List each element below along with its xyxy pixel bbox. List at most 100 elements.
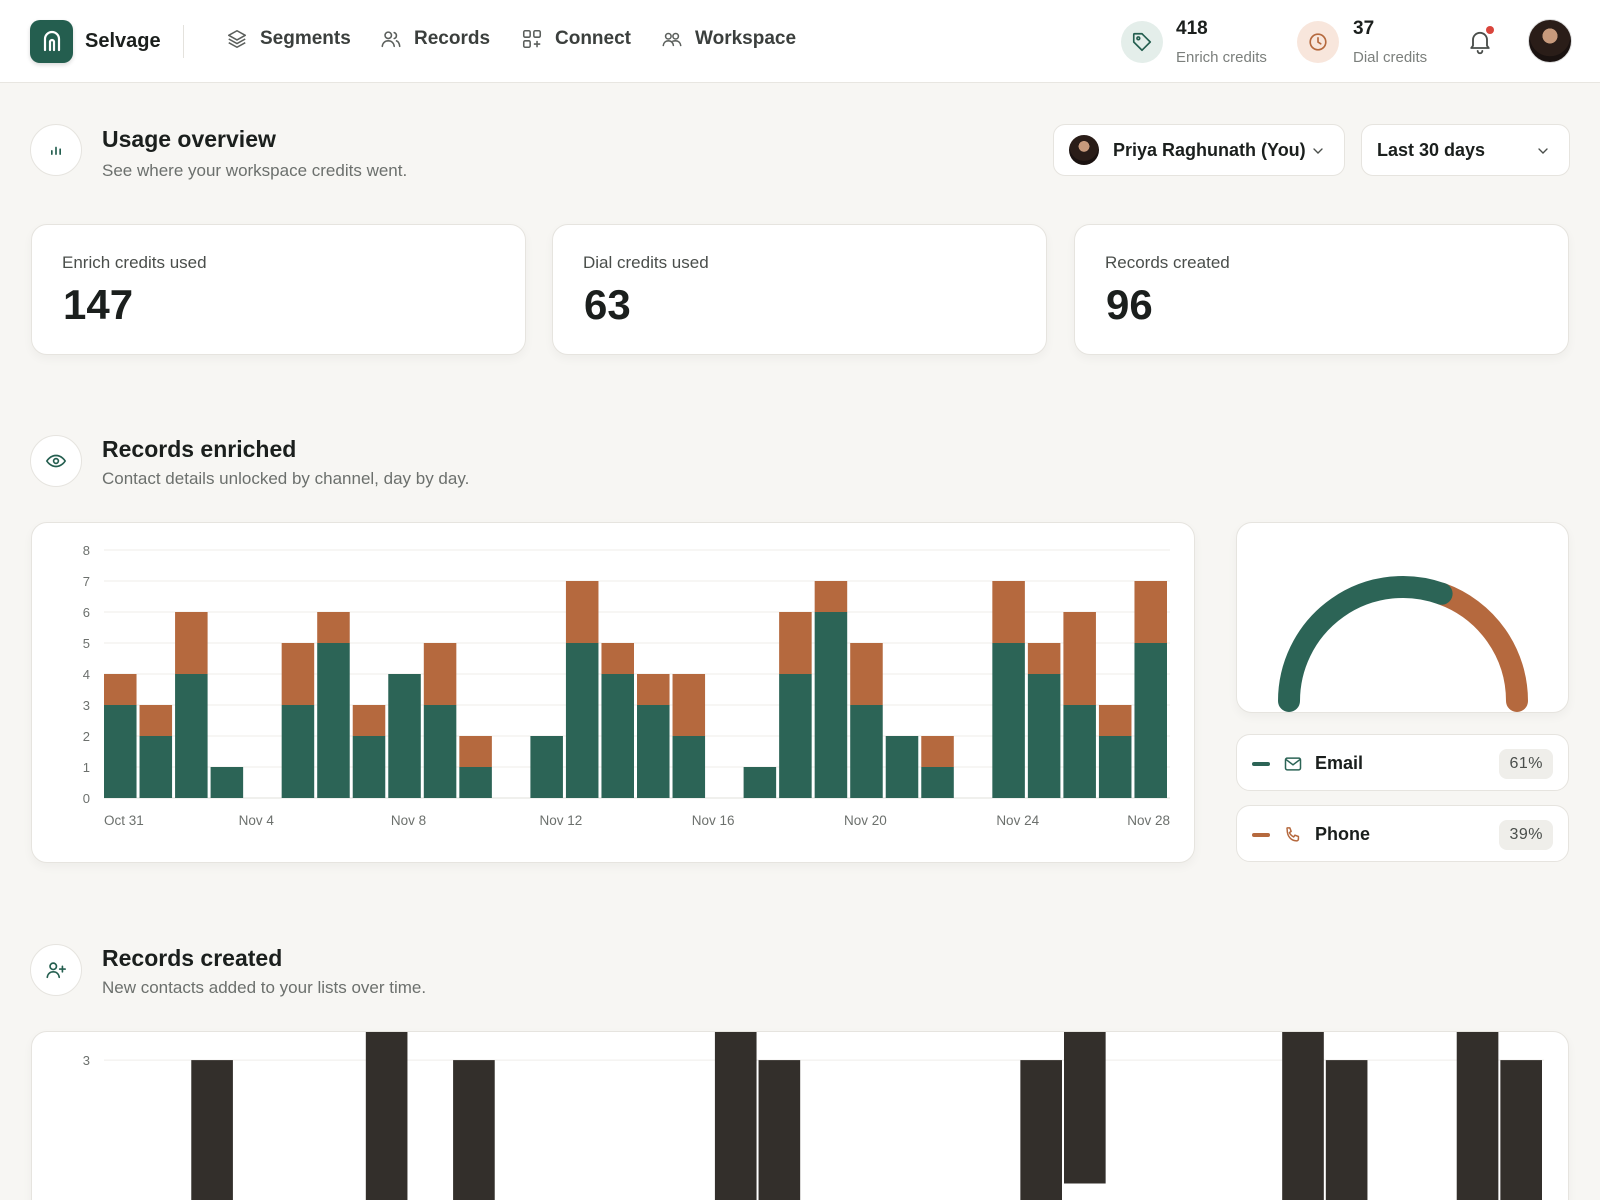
dial-credits-label: Dial credits — [1353, 49, 1428, 66]
legend-label: Phone — [1315, 824, 1371, 844]
legend-swatch — [1252, 762, 1270, 766]
eye-icon — [45, 454, 67, 468]
bar-created — [1064, 1032, 1106, 1184]
section-icon — [30, 124, 82, 176]
bar-phone — [637, 674, 670, 705]
x-tick-label: Nov 24 — [996, 813, 1039, 828]
section-title: Records enriched — [102, 436, 297, 462]
nav-records[interactable]: Records — [380, 28, 490, 50]
bar-email — [779, 674, 812, 798]
bar-phone — [104, 674, 137, 705]
app-logo[interactable] — [30, 20, 73, 63]
bar-phone — [992, 581, 1025, 643]
bar-created — [453, 1060, 495, 1200]
bar-created — [365, 1032, 408, 1200]
add-user-icon — [46, 962, 66, 979]
bar-created — [1020, 1060, 1062, 1200]
stat-card-enrich: Enrich credits used 147 — [31, 224, 526, 355]
legend-percent: 39% — [1499, 820, 1553, 850]
tag-icon — [1132, 32, 1152, 52]
nav-segments[interactable]: Segments — [226, 28, 351, 50]
bar-phone — [175, 612, 208, 674]
stat-card-records: Records created 96 — [1074, 224, 1569, 355]
notification-dot — [1486, 26, 1494, 34]
bar-email — [743, 767, 777, 798]
team-icon — [662, 32, 682, 47]
bar-phone — [1098, 705, 1132, 736]
section-icon — [30, 435, 82, 487]
bar-phone — [1134, 581, 1167, 643]
bar-phone — [139, 705, 173, 736]
avatar — [1069, 135, 1099, 165]
bar-email — [1134, 643, 1167, 798]
chevron-down-icon — [1313, 148, 1323, 154]
bell-icon[interactable] — [1466, 26, 1494, 56]
bar-created — [1325, 1060, 1368, 1200]
chevron-down-icon — [1538, 148, 1548, 154]
brand-name: Selvage — [85, 30, 161, 52]
bar-email — [459, 767, 492, 798]
nav-connect[interactable]: Connect — [521, 28, 631, 50]
enriched-chart-card: 0 1 2 3 4 5 6 7 8 Oct 31 Nov 4 Nov 8 Nov 12 Nov 16 Nov… — [31, 522, 1195, 863]
nav-label: Records — [414, 28, 491, 49]
clock-icon — [1309, 33, 1327, 51]
dial-credits-value: 37 — [1353, 18, 1375, 39]
x-tick-label: Nov 12 — [539, 813, 582, 828]
y-tick-label: 0 — [83, 791, 90, 806]
enrich-credits-badge — [1121, 21, 1163, 63]
stat-label: Records created — [1105, 253, 1230, 272]
y-tick-label: 8 — [83, 543, 90, 558]
bar-email — [921, 767, 954, 798]
bar-email — [139, 736, 173, 798]
legend-percent: 61% — [1499, 749, 1553, 779]
bar-phone — [779, 612, 812, 674]
bar-email — [388, 674, 421, 798]
nav-label: Segments — [260, 28, 351, 49]
nav-workspace[interactable]: Workspace — [661, 28, 796, 50]
x-tick-label: Nov 4 — [239, 813, 275, 828]
y-tick-label: 1 — [83, 760, 90, 775]
bar-email — [992, 643, 1025, 798]
channel-gauge-chart — [1278, 576, 1528, 712]
stat-value: 63 — [584, 281, 631, 328]
enrich-credits-value: 418 — [1176, 18, 1208, 39]
layers-icon — [227, 29, 247, 49]
apps-icon — [522, 29, 542, 49]
x-tick-label: Nov 16 — [692, 813, 735, 828]
bar-email — [1063, 705, 1096, 798]
gauge-segment-phone — [1430, 582, 1528, 712]
bar-chart-icon — [51, 146, 62, 155]
date-range-dropdown[interactable]: Last 30 days — [1361, 124, 1570, 176]
bar-phone — [281, 643, 315, 705]
y-tick-label: 3 — [83, 1053, 90, 1068]
stat-card-dial: Dial credits used 63 — [552, 224, 1047, 355]
legend-swatch — [1252, 833, 1270, 837]
top-nav-bar: Selvage Segments Records Connect Workspa… — [0, 0, 1600, 83]
bar-email — [1098, 736, 1132, 798]
user-filter-value: Priya Raghunath (You) — [1113, 139, 1306, 160]
bar-created — [191, 1060, 233, 1200]
gauge-segment-email — [1278, 576, 1453, 712]
bar-phone — [423, 643, 457, 705]
y-tick-label: 7 — [83, 574, 90, 589]
user-avatar[interactable] — [1528, 19, 1572, 63]
x-tick-label: Oct 31 — [104, 813, 144, 828]
bar-created — [1282, 1032, 1324, 1200]
x-tick-label: Nov 8 — [391, 813, 426, 828]
section-title: Records created — [102, 945, 283, 971]
bar-phone — [850, 643, 883, 705]
dial-credits-badge — [1297, 21, 1339, 63]
bar-created — [1456, 1032, 1499, 1200]
y-tick-label: 3 — [83, 698, 90, 713]
bar-email — [565, 643, 599, 798]
bar-email — [814, 612, 848, 798]
user-filter-dropdown[interactable]: Priya Raghunath (You) — [1053, 124, 1345, 176]
bar-phone — [921, 736, 954, 767]
nav-divider — [183, 25, 184, 58]
bar-email — [175, 674, 208, 798]
y-tick-label: 2 — [83, 729, 90, 744]
page-title: Usage overview — [102, 126, 276, 152]
channel-split-card — [1236, 522, 1569, 713]
stat-label: Dial credits used — [583, 253, 709, 272]
y-tick-label: 6 — [83, 605, 90, 620]
